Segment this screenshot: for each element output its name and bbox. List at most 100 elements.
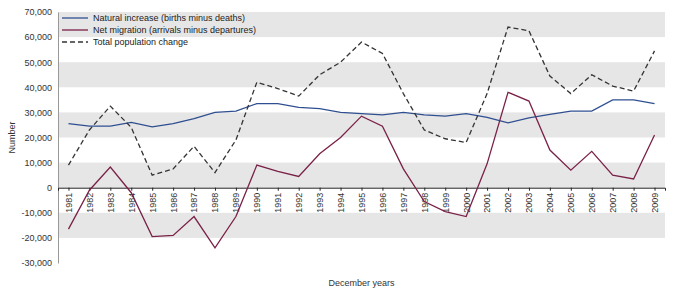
x-tick: 1991 [273, 188, 283, 213]
series-line [68, 100, 654, 127]
y-tick: 10,000 [24, 158, 58, 168]
grid [58, 12, 665, 238]
x-tick: 1990 [252, 188, 262, 213]
x-tick: 2004 [545, 188, 555, 213]
x-tick-label: 1992 [294, 193, 304, 213]
series-line [68, 27, 654, 175]
series-line [68, 92, 654, 248]
x-tick-label: 2009 [650, 193, 660, 213]
x-tick: 1982 [85, 188, 95, 213]
x-tick-label: 2007 [608, 193, 618, 213]
y-tick-label: 0 [47, 183, 52, 193]
x-tick-mark [529, 188, 530, 191]
grid-band [58, 62, 665, 87]
x-tick: 2001 [482, 188, 492, 213]
y-axis-title: Number [7, 121, 17, 153]
x-tick: 1998 [420, 188, 430, 213]
y-tick-label: 40,000 [24, 83, 52, 93]
x-tick-label: 1989 [231, 193, 241, 213]
x-tick: 2006 [587, 188, 597, 213]
x-tick: 1988 [210, 188, 220, 213]
x-tick-mark [403, 188, 404, 191]
x-tick-mark [571, 188, 572, 191]
grid-band [58, 163, 665, 188]
x-tick-label: 1993 [315, 193, 325, 213]
x-tick-label: 1994 [336, 193, 346, 213]
x-tick: 1983 [106, 188, 116, 213]
x-axis: 1981 1982 1983 1984 1985 1986 1987 1988 1989 1990… [59, 188, 666, 213]
y-tick: 70,000 [24, 7, 58, 17]
x-tick-label: 1990 [252, 193, 262, 213]
y-tick-label: 30,000 [24, 108, 52, 118]
x-tick: 1989 [231, 188, 241, 213]
x-tick: 1999 [441, 188, 451, 213]
y-tick: 50,000 [24, 58, 58, 68]
x-tick: 2002 [503, 188, 513, 213]
legend-label: Total population change [93, 37, 188, 47]
x-tick: 2000 [462, 188, 472, 213]
x-tick: 2009 [650, 188, 660, 213]
x-tick-label: 1986 [169, 193, 179, 213]
x-tick-label: 1997 [399, 193, 409, 213]
x-tick: 1985 [148, 188, 158, 213]
x-tick-mark [131, 188, 132, 191]
x-tick-label: 2003 [524, 193, 534, 213]
x-tick: 1986 [169, 188, 179, 213]
legend: Natural increase (births minus deaths) Ne… [62, 13, 256, 47]
y-tick-label: -30,000 [21, 258, 52, 268]
x-tick-label: 1996 [378, 193, 388, 213]
x-tick: 1994 [336, 188, 346, 213]
y-tick-label: 60,000 [24, 32, 52, 42]
y-axis-line [58, 13, 59, 264]
y-tick: 60,000 [24, 32, 58, 42]
x-tick-mark [341, 188, 342, 191]
x-tick-label: 1995 [357, 193, 367, 213]
x-tick-label: 1984 [127, 193, 137, 213]
y-tick-label: -20,000 [21, 233, 52, 243]
x-tick-mark [194, 188, 195, 191]
x-tick-label: 2001 [482, 193, 492, 213]
x-tick: 1997 [399, 188, 409, 213]
x-tick-label: 2005 [566, 193, 576, 213]
x-tick-mark [215, 188, 216, 191]
y-tick: -10,000 [21, 208, 58, 218]
x-tick-mark [110, 188, 111, 191]
y-tick: 40,000 [24, 83, 58, 93]
y-tick-label: 50,000 [24, 58, 52, 68]
x-tick: 2008 [629, 188, 639, 213]
y-tick: 30,000 [24, 108, 58, 118]
legend-label: Natural increase (births minus deaths) [93, 13, 245, 23]
x-tick-label: 2006 [587, 193, 597, 213]
x-tick: 1995 [357, 188, 367, 213]
x-tick-label: 1988 [210, 193, 220, 213]
x-tick-label: 1981 [64, 193, 74, 213]
y-tick-label: 20,000 [24, 133, 52, 143]
x-tick-mark [362, 188, 363, 191]
x-tick: 1987 [189, 188, 199, 213]
y-tick-label: 10,000 [24, 158, 52, 168]
x-tick-mark [236, 188, 237, 191]
x-tick: 2007 [608, 188, 618, 213]
x-tick-label: 1987 [189, 193, 199, 213]
x-tick-mark [655, 188, 656, 191]
y-tick: 20,000 [24, 133, 58, 143]
x-tick: 1981 [64, 188, 74, 213]
x-tick-mark [592, 188, 593, 191]
x-tick: 1996 [378, 188, 388, 213]
x-tick-mark [173, 188, 174, 191]
x-tick-mark [278, 188, 279, 191]
legend-key [62, 17, 88, 18]
grid-band [58, 12, 665, 37]
x-tick-label: 1985 [148, 193, 158, 213]
x-axis-title: December years [328, 278, 395, 288]
plot-area [68, 27, 654, 248]
x-tick-mark [445, 188, 446, 191]
y-tick: 0 [47, 183, 58, 193]
x-tick-mark [550, 188, 551, 191]
x-tick-mark [299, 188, 300, 191]
x-tick-label: 2002 [503, 193, 513, 213]
x-tick: 2003 [524, 188, 534, 213]
x-tick-mark [152, 188, 153, 191]
x-tick-label: 2008 [629, 193, 639, 213]
legend-label: Net migration (arrivals minus departures… [93, 25, 256, 35]
